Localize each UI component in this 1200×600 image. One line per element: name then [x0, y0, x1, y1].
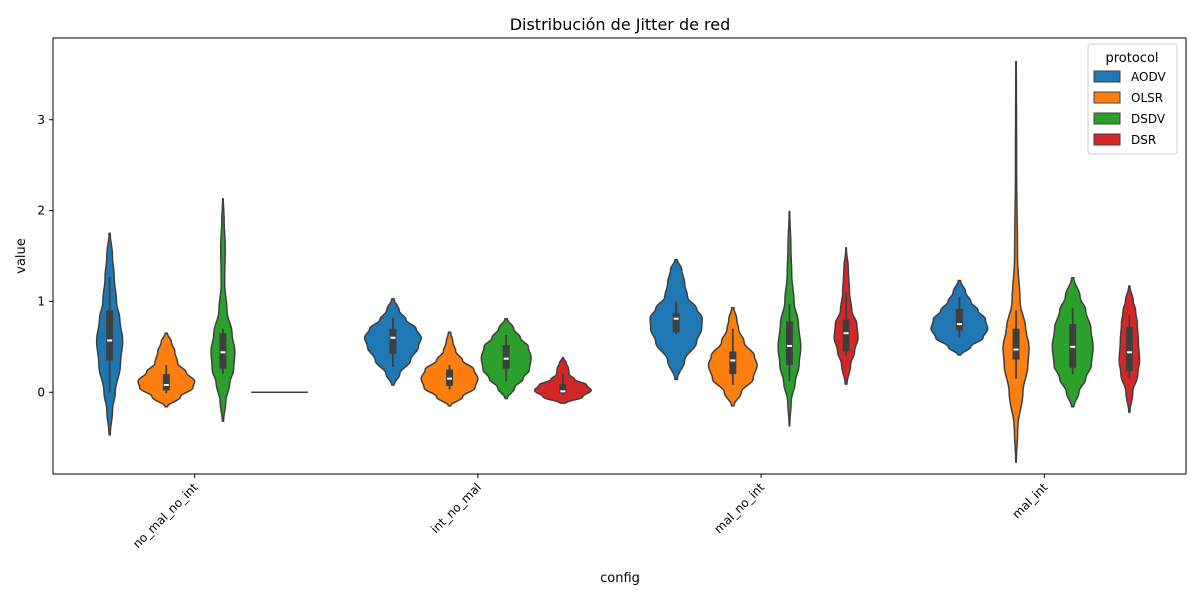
legend-items: AODV OLSR DSDV DSR [1093, 70, 1166, 147]
y-tick-label-0: 0 [37, 385, 45, 399]
y-tick-label-3: 3 [37, 113, 45, 127]
violin-OLSR-mal_int [1002, 60, 1030, 463]
legend-label-OLSR: OLSR [1131, 91, 1163, 105]
iqr-box-AODV-int_no_mal [389, 328, 397, 355]
x-axis-label: config [600, 571, 640, 586]
legend-swatch-DSR [1093, 133, 1121, 146]
legend-swatch-AODV [1093, 70, 1121, 83]
iqr-box-DSDV-int_no_mal [502, 345, 510, 369]
legend-swatch-DSDV [1093, 112, 1121, 125]
violin-DSDV-no_mal_no_int [210, 198, 236, 423]
iqr-box-OLSR-mal_no_int [729, 351, 737, 375]
iqr-box-AODV-mal_int [955, 308, 963, 331]
box-layer [106, 276, 1133, 395]
x-axis: no_mal_no_int int_no_mal mal_no_int mal_int [130, 474, 1051, 551]
y-axis-label: value [14, 238, 29, 274]
iqr-box-DSR-int_no_mal [559, 384, 567, 394]
legend-label-AODV: AODV [1131, 70, 1166, 84]
y-tick-label-1: 1 [37, 294, 45, 308]
x-tick-label-mal_no_int: mal_no_int [711, 480, 767, 536]
iqr-box-OLSR-mal_int [1012, 328, 1020, 360]
iqr-box-DSR-mal_no_int [842, 319, 850, 352]
plot-area [52, 37, 1187, 475]
iqr-box-OLSR-no_mal_no_int [162, 374, 170, 391]
legend-swatch-OLSR [1093, 91, 1121, 104]
x-tick-label-no_mal_no_int: no_mal_no_int [130, 480, 201, 551]
violin-layer [95, 60, 1141, 463]
legend-title: protocol [1105, 51, 1158, 66]
x-tick-label-int_no_mal: int_no_mal [428, 480, 484, 536]
legend-label-DSDV: DSDV [1131, 112, 1166, 126]
chart-title: Distribución de Jitter de red [510, 15, 731, 34]
iqr-box-DSDV-no_mal_no_int [219, 333, 227, 369]
x-tick-label-mal_int: mal_int [1009, 480, 1050, 521]
y-tick-label-2: 2 [37, 204, 45, 218]
legend: protocol AODV OLSR DSDV DSR [1087, 43, 1178, 155]
legend-label-DSR: DSR [1131, 133, 1156, 147]
iqr-box-DSR-mal_int [1125, 326, 1133, 372]
iqr-box-DSDV-mal_no_int [785, 321, 793, 365]
iqr-box-AODV-mal_no_int [672, 313, 680, 333]
y-axis: 0 1 2 3 [37, 113, 53, 399]
iqr-box-AODV-no_mal_no_int [106, 310, 114, 361]
